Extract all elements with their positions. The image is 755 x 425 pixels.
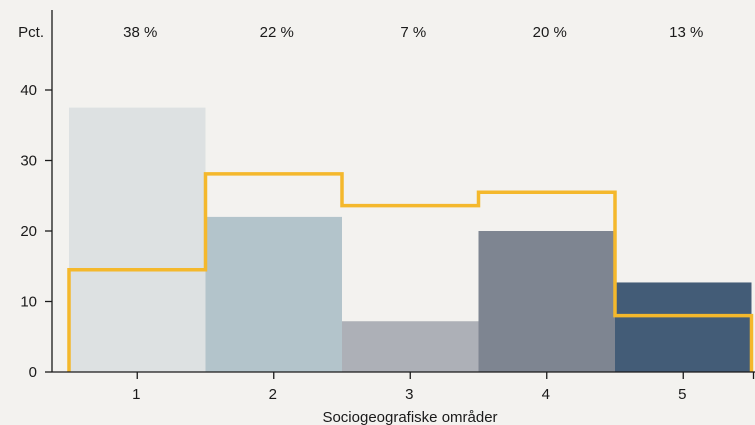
y-tick-label: 30	[20, 153, 37, 170]
percent-label-1: 38 %	[123, 24, 157, 41]
x-tick-label: 1	[132, 386, 140, 403]
step-line-group	[67, 172, 754, 372]
bar-5	[615, 282, 752, 372]
y-tick-label: 20	[20, 223, 37, 240]
percent-label-2: 22 %	[260, 24, 294, 41]
x-tick-label: 3	[405, 386, 413, 403]
x-axis-label: Sociogeografiske områder	[322, 409, 497, 425]
x-ticks-group: 1 2 3 4 5	[132, 372, 755, 403]
percent-labels-group: 38 % 22 % 7 % 20 % 13 %	[123, 24, 703, 41]
bar-3	[342, 321, 479, 372]
y-ticks-group: 0 10 20 30 40	[20, 82, 52, 381]
y-axis-label: Pct.	[18, 24, 44, 41]
x-tick-label: 2	[269, 386, 277, 403]
bar-1	[69, 107, 206, 372]
percent-label-4: 20 %	[533, 24, 567, 41]
bars-group	[69, 107, 752, 372]
bar-2	[205, 216, 342, 372]
x-tick-label: 5	[678, 386, 686, 403]
y-tick-label: 0	[29, 364, 37, 381]
percent-label-3: 7 %	[400, 24, 426, 41]
y-tick-label: 10	[20, 294, 37, 311]
percent-label-5: 13 %	[669, 24, 703, 41]
bar-4	[478, 231, 615, 372]
x-tick-label: 4	[542, 386, 550, 403]
step-line	[67, 172, 754, 372]
axes-group	[51, 10, 755, 373]
y-tick-label: 40	[20, 82, 37, 99]
